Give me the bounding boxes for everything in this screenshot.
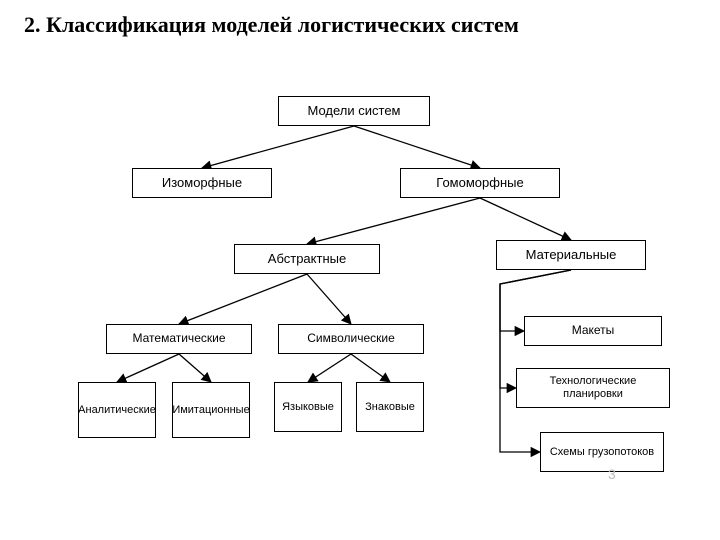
node-maket: Макеты — [524, 316, 662, 346]
node-iso: Изоморфные — [132, 168, 272, 198]
edge — [308, 354, 351, 382]
edge — [500, 270, 571, 452]
node-abstr: Абстрактные — [234, 244, 380, 274]
node-symb: Символические — [278, 324, 424, 354]
node-analit: Аналитические — [78, 382, 156, 438]
node-cargo: Схемы грузопотоков — [540, 432, 664, 472]
node-root: Модели систем — [278, 96, 430, 126]
page-number: 3 — [608, 466, 616, 482]
edge — [351, 354, 390, 382]
edge — [202, 126, 354, 168]
diagram-canvas: Модели систем Изоморфные Гомоморфные Абстра… — [0, 0, 720, 540]
node-techn: Технологические планировки — [516, 368, 670, 408]
node-mater: Материальные — [496, 240, 646, 270]
node-sign: Знаковые — [356, 382, 424, 432]
edge — [179, 354, 211, 382]
edge — [179, 274, 307, 324]
edge — [354, 126, 480, 168]
edge — [480, 198, 571, 240]
node-lang: Языковые — [274, 382, 342, 432]
node-imit: Имитационные — [172, 382, 250, 438]
edge — [307, 274, 351, 324]
node-homo: Гомоморфные — [400, 168, 560, 198]
edge — [117, 354, 179, 382]
node-math: Математические — [106, 324, 252, 354]
edge — [307, 198, 480, 244]
